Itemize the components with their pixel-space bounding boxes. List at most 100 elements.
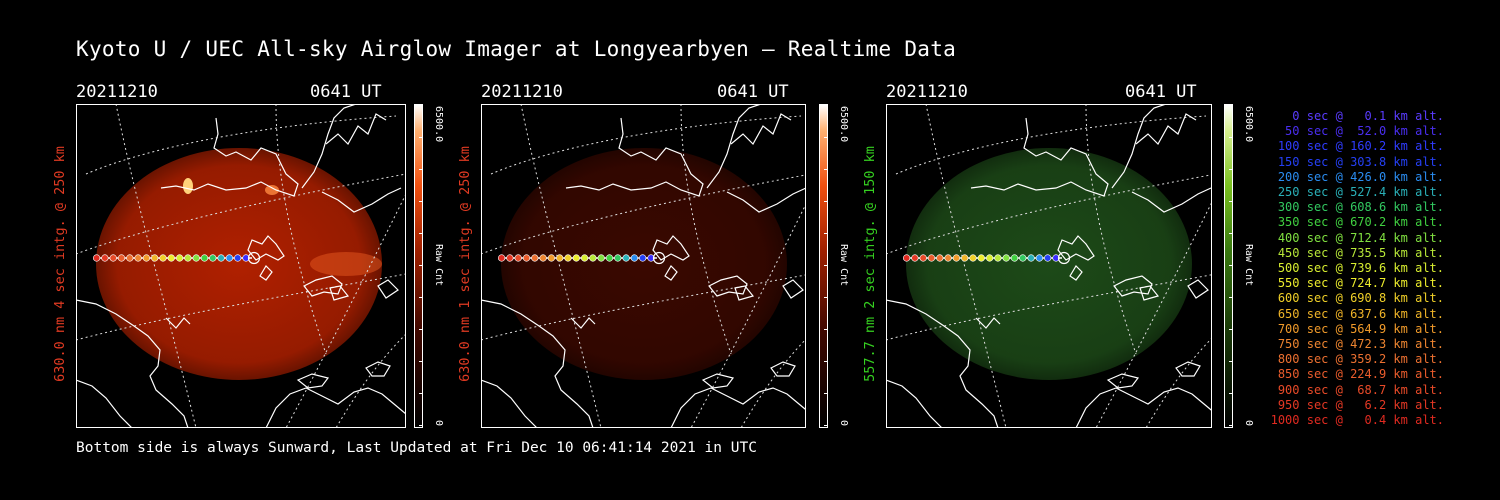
- coastline: [481, 379, 538, 428]
- colorbar-tick: [419, 169, 423, 170]
- legend-item: 750 sec @ 472.3 km alt.: [1270, 337, 1444, 351]
- panel-3-date: 20211210: [886, 82, 968, 102]
- trajectory-dot: [985, 254, 994, 262]
- colorbar-tick: [1229, 297, 1233, 298]
- legend-item: 1000 sec @ 0.4 km alt.: [1270, 413, 1444, 427]
- trajectory-dot: [175, 254, 184, 262]
- airglow-ellipse: [96, 148, 382, 380]
- graticule-line: [740, 338, 806, 428]
- trajectory-dot: [1044, 254, 1052, 262]
- panel-1-colorbar-max: 6500.0: [433, 106, 444, 143]
- trajectory-dot: [531, 254, 539, 262]
- coastline: [652, 235, 690, 261]
- trajectory-dot: [1052, 254, 1060, 262]
- panel-2-colorbar-unit: Raw Cnt: [838, 244, 849, 287]
- colorbar-tick: [1229, 361, 1233, 362]
- coastline: [1175, 361, 1201, 377]
- panel-2-side-label: 630.0 nm 1 sec intg. @ 250 km: [457, 146, 473, 382]
- trajectory-dot: [1035, 254, 1043, 262]
- legend-item: 300 sec @ 608.6 km alt.: [1270, 200, 1444, 214]
- graticule-line: [925, 104, 1007, 428]
- colorbar-tick: [824, 233, 828, 234]
- colorbar-tick: [1229, 137, 1233, 138]
- graticule-line: [76, 173, 406, 255]
- coastline: [726, 187, 806, 213]
- colorbar-tick: [419, 105, 423, 106]
- graticule-line: [520, 104, 602, 428]
- trajectory-dot: [184, 254, 192, 262]
- colorbar-tick: [1229, 425, 1233, 426]
- page-title: Kyoto U / UEC All-sky Airglow Imager at …: [76, 37, 957, 61]
- colorbar-tick: [419, 201, 423, 202]
- legend-item: 350 sec @ 670.2 km alt.: [1270, 215, 1444, 229]
- panel-1-colorbar-unit: Raw Cnt: [433, 244, 444, 287]
- graticule-line: [1145, 337, 1212, 428]
- legend-item: 0 sec @ 0.1 km alt.: [1270, 109, 1444, 123]
- coastline: [76, 379, 133, 428]
- legend-item: 100 sec @ 160.2 km alt.: [1270, 139, 1444, 153]
- legend-item: 800 sec @ 359.2 km alt.: [1270, 352, 1444, 366]
- trajectory-dot: [630, 254, 638, 262]
- coastline: [782, 279, 804, 299]
- colorbar-tick: [824, 105, 828, 106]
- coastline: [377, 279, 399, 299]
- graticule-line: [275, 104, 327, 355]
- trajectory-dot: [647, 254, 655, 262]
- colorbar-tick: [419, 329, 423, 330]
- trajectory-dot: [93, 254, 101, 262]
- trajectory-dot: [242, 254, 250, 262]
- airglow-ellipse: [906, 148, 1192, 380]
- panel-3-side-label: 557.7 nm 2 sec intg. @ 150 km: [862, 146, 878, 382]
- graticule-line: [481, 174, 806, 255]
- station-marker: [652, 251, 666, 265]
- trajectory-dot: [506, 254, 514, 262]
- colorbar-tick: [419, 137, 423, 138]
- trajectory-dot: [936, 254, 944, 262]
- aurora-band: [310, 252, 382, 276]
- coastline: [265, 387, 406, 428]
- trajectory-dot: [994, 254, 1002, 262]
- colorbar-tick: [824, 425, 828, 426]
- graticule-line: [115, 104, 197, 428]
- graticule-line: [285, 193, 406, 428]
- legend-item: 950 sec @ 6.2 km alt.: [1270, 398, 1444, 412]
- trajectory-dot: [498, 254, 506, 262]
- trajectory-dot: [927, 254, 936, 262]
- colorbar-tick: [824, 329, 828, 330]
- trajectory-dot: [919, 254, 927, 262]
- coastline: [734, 285, 755, 301]
- coastline: [165, 317, 191, 329]
- trajectory-dot: [1002, 254, 1010, 262]
- trajectory-dot: [903, 254, 911, 262]
- trajectory-dot: [217, 254, 225, 262]
- panel-3-allsky-image: [886, 104, 1212, 428]
- panel-3-colorbar-max: 6500.0: [1243, 106, 1254, 143]
- coastline: [1135, 113, 1197, 145]
- panel-frame: [481, 104, 806, 428]
- colorbar-tick: [1229, 169, 1233, 170]
- graticule-line: [1095, 200, 1212, 428]
- graticule-line: [85, 115, 397, 175]
- trajectory-dot: [101, 254, 109, 262]
- colorbar-tick: [419, 233, 423, 234]
- trajectory-dot: [1027, 254, 1035, 262]
- coastline: [301, 104, 357, 189]
- coastline: [1139, 285, 1160, 301]
- colorbar-tick: [419, 361, 423, 362]
- panel-2-allsky-image: [481, 104, 806, 428]
- trajectory-dot: [109, 254, 117, 262]
- trajectory-dot: [589, 254, 597, 262]
- colorbar-tick: [419, 393, 423, 394]
- coastline: [1131, 187, 1212, 213]
- trajectory-dot: [225, 254, 233, 262]
- colorbar-tick: [824, 361, 828, 362]
- trajectory-dot: [580, 254, 589, 262]
- coastline: [1069, 265, 1083, 281]
- trajectory-dot: [944, 254, 952, 262]
- graticule-line: [335, 333, 406, 428]
- legend-item: 400 sec @ 712.4 km alt.: [1270, 231, 1444, 245]
- graticule-line: [886, 274, 1212, 341]
- graticule-line: [76, 273, 406, 341]
- coastline: [886, 299, 999, 428]
- colorbar-tick: [1229, 393, 1233, 394]
